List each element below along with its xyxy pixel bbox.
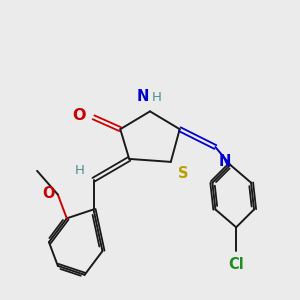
Text: N: N [136,89,148,104]
Text: H: H [75,164,85,177]
Text: Cl: Cl [228,257,244,272]
Text: S: S [178,166,189,181]
Text: O: O [42,186,55,201]
Text: H: H [152,91,161,104]
Text: O: O [73,108,86,123]
Text: N: N [218,154,231,169]
